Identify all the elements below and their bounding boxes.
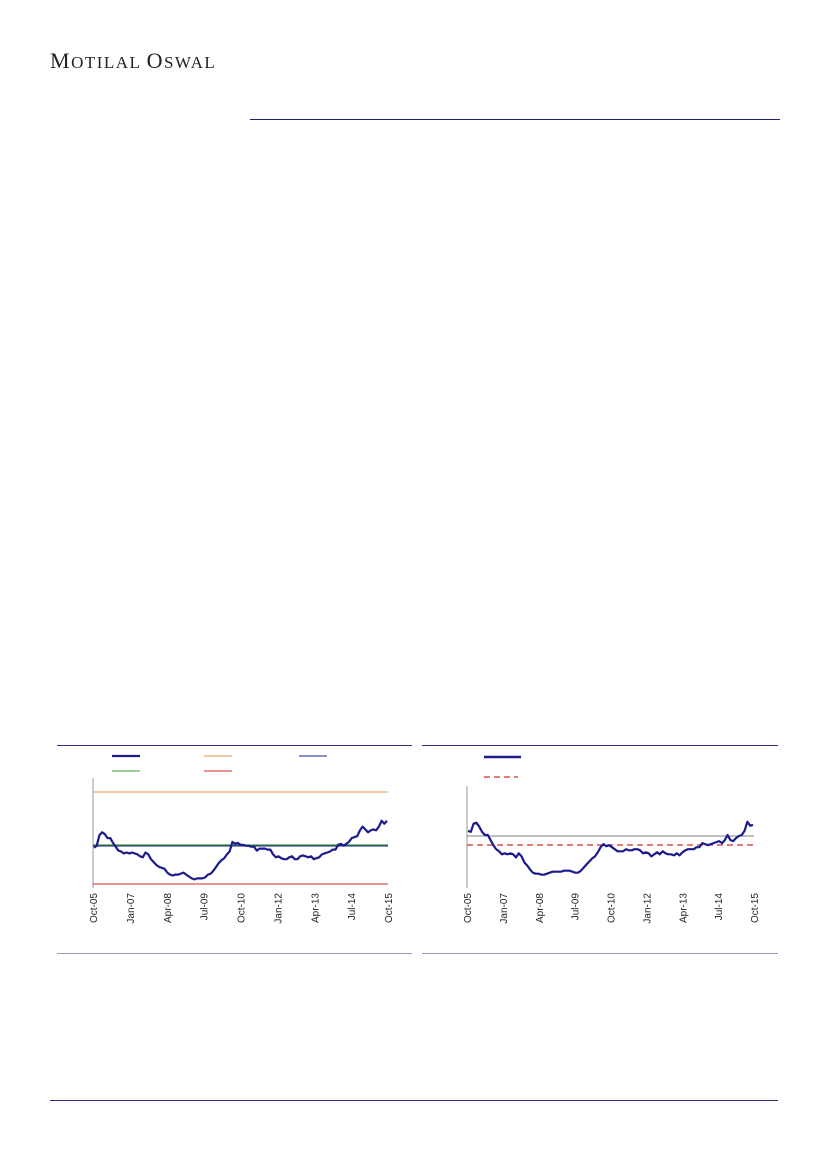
x-tick-label: Jul-14 (347, 893, 358, 921)
x-tick-label: Oct-10 (607, 893, 618, 923)
chart-right: Oct-05 Jan-07 Apr-08 Jul-09 Oct-10 Jan-12 Apr-… (463, 755, 761, 924)
x-tick-label: Apr-13 (310, 893, 321, 923)
x-tick-label: Apr-08 (163, 893, 174, 923)
x-tick-label: Jan-12 (273, 893, 284, 924)
chart-left-bottom-rule (57, 953, 412, 954)
x-tick-label: Jul-09 (200, 893, 211, 921)
chart-right-top-rule (422, 745, 778, 746)
footer-rule (50, 1100, 778, 1101)
chart-right-bottom-rule (422, 953, 778, 954)
x-tick-label: Jul-14 (714, 893, 725, 921)
x-tick-label: Apr-08 (535, 893, 546, 923)
chart-left-top-rule (57, 745, 412, 746)
x-tick-label: Oct-05 (89, 893, 100, 923)
x-tick-label: Oct-05 (463, 893, 474, 923)
x-tick-label: Jan-12 (642, 893, 653, 924)
series-line (467, 820, 754, 876)
brand-logo: MOTILAL OSWAL (50, 48, 217, 73)
x-tick-label: Jul-09 (571, 893, 582, 921)
title-rule (250, 119, 780, 120)
chart-left: Oct-05 Jan-07 Apr-08 Jul-09 Oct-10 Jan-12 Apr-… (89, 754, 395, 924)
x-tick-label: Jan-07 (126, 893, 137, 924)
x-tick-label: Oct-10 (237, 893, 248, 923)
x-tick-label: Oct-15 (384, 893, 395, 923)
series-line (93, 819, 388, 881)
x-tick-label: Jan-07 (499, 893, 510, 924)
x-tick-label: Oct-15 (750, 893, 761, 923)
x-tick-label: Apr-13 (678, 893, 689, 923)
